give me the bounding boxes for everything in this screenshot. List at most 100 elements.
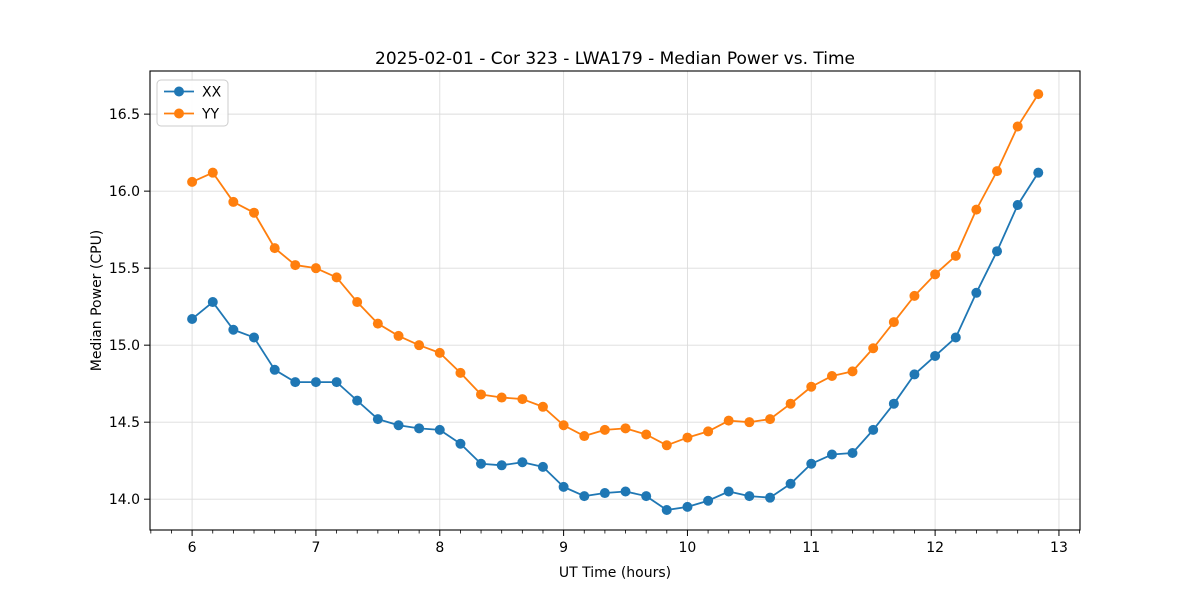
y-tick-label: 14.0: [109, 492, 140, 508]
series-YY-point: [682, 432, 693, 443]
series-YY-point: [558, 420, 569, 431]
series-XX-point: [455, 438, 466, 449]
series-YY-point: [228, 196, 239, 207]
legend-label: XX: [202, 84, 222, 100]
x-tick-label: 8: [435, 540, 444, 556]
series-XX-point: [682, 501, 693, 512]
series-YY-point: [310, 263, 321, 274]
series-YY-point: [434, 347, 445, 358]
series-XX-point: [744, 491, 755, 502]
series-YY-point: [806, 381, 817, 392]
series-YY-point: [1012, 121, 1023, 132]
series-YY-point: [537, 401, 548, 412]
series-YY-point: [352, 297, 363, 308]
series-YY-point: [620, 423, 631, 434]
axes-spines: [149, 70, 1081, 531]
series-YY-point: [599, 424, 610, 435]
series-YY-point: [517, 394, 528, 405]
series-XX-point: [950, 332, 961, 343]
series-XX-point: [1012, 200, 1023, 211]
y-axis-label: Median Power (CPU): [89, 230, 105, 372]
legend-marker-sample: [174, 86, 184, 97]
series-XX-point: [992, 246, 1003, 257]
series-YY-point: [269, 243, 280, 254]
series-YY-point: [414, 340, 425, 351]
series-XX-point: [517, 457, 528, 468]
chart-title: 2025-02-01 - Cor 323 - LWA179 - Median P…: [375, 49, 855, 69]
series-XX-point: [393, 420, 404, 431]
series-XX-point: [641, 491, 652, 502]
series-XX-point: [269, 364, 280, 375]
legend-entry-YY: YY: [164, 106, 220, 122]
series-YY-point: [992, 166, 1003, 177]
series-XX-point: [352, 395, 363, 406]
series-YY-point: [207, 167, 218, 178]
series-XX-point: [826, 449, 837, 460]
series-XX-point: [620, 486, 631, 497]
series-YY-point: [1033, 89, 1044, 100]
series-XX-point: [476, 458, 487, 469]
series-YY-point: [703, 426, 714, 437]
series-XX-point: [703, 495, 714, 506]
series-YY-point: [476, 389, 487, 400]
x-tick-label: 10: [679, 540, 697, 556]
series-YY-point: [785, 398, 796, 409]
series-YY-point: [847, 366, 858, 377]
series-XX-point: [868, 424, 879, 435]
tick-layer: 6 7 8 9 10 11 12 13 14.0 14.5 15.0 15.5 16.0 16.5: [109, 107, 1080, 556]
series-YY-point: [455, 367, 466, 378]
series-YY-point: [888, 317, 899, 328]
series-XX-point: [290, 377, 301, 388]
series-YY-point: [187, 176, 198, 187]
series-layer: [187, 89, 1044, 515]
series-YY-point: [723, 415, 734, 426]
series-XX-point: [971, 287, 982, 298]
series-YY-point: [826, 370, 837, 381]
series-YY-point: [909, 290, 920, 301]
series-XX-point: [249, 332, 260, 343]
series-XX-point: [599, 488, 610, 499]
legend-marker-sample: [174, 108, 184, 119]
series-XX-point: [207, 297, 218, 308]
series-YY-point: [765, 414, 776, 425]
series-YY-point: [372, 318, 383, 329]
series-XX-point: [1033, 167, 1044, 178]
series-XX-point: [661, 504, 672, 515]
series-XX-point: [228, 324, 239, 335]
series-XX-point: [372, 414, 383, 425]
series-YY-point: [249, 207, 260, 218]
x-tick-label: 6: [188, 540, 197, 556]
series-YY-point: [496, 392, 507, 403]
series-XX-point: [806, 458, 817, 469]
series-YY-point: [868, 343, 879, 354]
series-XX-point: [434, 424, 445, 435]
x-tick-label: 13: [1050, 540, 1068, 556]
x-tick-label: 11: [802, 540, 820, 556]
series-XX-point: [930, 350, 941, 361]
series-YY-point: [290, 260, 301, 271]
series-XX-point: [888, 398, 899, 409]
series-XX-point: [579, 491, 590, 502]
series-XX-point: [414, 423, 425, 434]
series-XX-point: [331, 377, 342, 388]
y-tick-label: 14.5: [109, 415, 140, 431]
x-tick-label: 7: [311, 540, 320, 556]
x-axis-label: UT Time (hours): [559, 565, 671, 581]
gridlines: [150, 71, 1080, 530]
axes-frame: [149, 70, 1081, 531]
series-YY-point: [661, 440, 672, 451]
series-YY-point: [930, 269, 941, 280]
series-YY-point: [641, 429, 652, 440]
series-XX-point: [558, 481, 569, 492]
series-XX-point: [909, 369, 920, 380]
series-YY-point: [393, 330, 404, 341]
series-YY-point: [744, 417, 755, 428]
series-XX-point: [723, 486, 734, 497]
x-tick-label: 12: [926, 540, 944, 556]
y-tick-label: 15.0: [109, 338, 140, 354]
series-XX-point: [765, 492, 776, 503]
y-tick-label: 16.5: [109, 107, 140, 123]
y-tick-label: 15.5: [109, 261, 140, 277]
